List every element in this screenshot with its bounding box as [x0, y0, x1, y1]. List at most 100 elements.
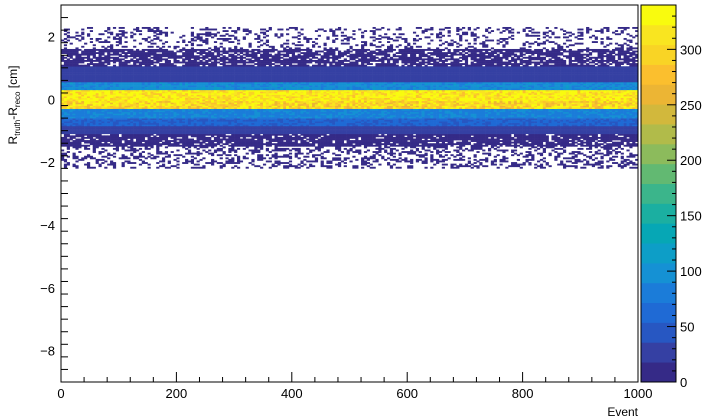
heatmap-cell: [349, 141, 353, 144]
heatmap-cell: [522, 138, 526, 141]
heatmap-cell: [280, 130, 284, 133]
heatmap-cell: [577, 132, 581, 135]
heatmap-cell: [496, 154, 500, 157]
heatmap-cell: [257, 158, 261, 161]
heatmap-cell: [251, 158, 255, 161]
heatmap-cell: [392, 143, 396, 146]
heatmap-cell: [412, 146, 417, 149]
heatmap-cell: [265, 138, 270, 141]
heatmap-cell: [329, 165, 333, 168]
heatmap-cell: [288, 132, 293, 135]
heatmap-cell: [519, 135, 523, 138]
heatmap-cell: [86, 127, 91, 130]
heatmap-cell: [159, 130, 163, 133]
heatmap-cell: [268, 130, 272, 133]
heatmap-cell: [61, 155, 65, 158]
heatmap-cell: [617, 141, 621, 144]
heatmap-cell: [542, 160, 546, 163]
heatmap-cell: [534, 140, 538, 142]
heatmap-cell: [335, 158, 339, 161]
heatmap-cell: [603, 138, 607, 141]
heatmap-cell: [568, 132, 572, 135]
heatmap-cell: [248, 125, 252, 128]
heatmap-cell: [337, 136, 342, 139]
heatmap-cell: [72, 155, 76, 158]
heatmap-cell: [499, 130, 503, 133]
heatmap-cell: [459, 152, 463, 155]
heatmap-cell: [133, 133, 137, 136]
heatmap-cell: [441, 136, 445, 139]
heatmap-cell: [265, 154, 270, 157]
heatmap-cell: [98, 144, 102, 147]
heatmap-cell: [430, 144, 434, 147]
heatmap-cell: [519, 141, 523, 144]
heatmap-cell: [467, 141, 471, 144]
heatmap-cell: [291, 138, 295, 141]
heatmap-cell: [459, 127, 463, 130]
heatmap-cell: [312, 138, 316, 141]
heatmap-cell: [216, 140, 220, 142]
heatmap-cell: [623, 136, 627, 139]
heatmap-cell: [542, 140, 546, 142]
heatmap-cell: [320, 136, 324, 139]
heatmap-cell: [534, 163, 538, 166]
heatmap-cell: [568, 143, 572, 146]
heatmap-cell: [418, 141, 422, 144]
heatmap-cell: [176, 166, 180, 169]
heatmap-cell: [597, 143, 601, 146]
heatmap-cell: [306, 166, 310, 169]
heatmap-cell: [436, 162, 440, 164]
heatmap-cell: [271, 133, 275, 136]
heatmap-cell: [363, 163, 368, 166]
heatmap-cell: [309, 138, 313, 141]
heatmap-cell: [513, 163, 518, 166]
heatmap-cell: [251, 152, 255, 155]
heatmap-cell: [320, 133, 324, 136]
heatmap-cell: [124, 149, 128, 152]
heatmap-cell: [72, 152, 76, 155]
heatmap-cell: [358, 132, 362, 135]
heatmap-cell: [456, 165, 460, 168]
heatmap-cell: [323, 133, 327, 136]
heatmap-cell: [242, 138, 246, 141]
heatmap-cell: [433, 146, 437, 149]
heatmap-cell: [173, 138, 177, 141]
heatmap-cell: [534, 149, 538, 152]
heatmap-cell: [372, 135, 376, 138]
heatmap-cell: [211, 132, 215, 135]
heatmap-cell: [562, 163, 567, 166]
heatmap-cell: [326, 132, 330, 135]
heatmap-cell: [603, 147, 607, 150]
heatmap-cell: [424, 154, 428, 157]
heatmap-cell: [614, 144, 619, 147]
heatmap-cell: [234, 125, 238, 128]
heatmap-cell: [537, 152, 541, 155]
heatmap-cell: [496, 138, 500, 141]
heatmap-cell: [499, 133, 503, 136]
heatmap-cell: [205, 143, 209, 146]
heatmap-cell: [586, 162, 590, 164]
heatmap-cell: [545, 163, 549, 166]
heatmap-cell: [528, 140, 532, 142]
heatmap-cell: [271, 149, 275, 152]
heatmap-cell: [107, 152, 111, 155]
heatmap-cell: [173, 132, 177, 135]
heatmap-cell: [216, 162, 220, 164]
heatmap-cell: [138, 144, 143, 147]
heatmap-cell: [479, 127, 483, 130]
heatmap-cell: [525, 141, 529, 144]
heatmap-cell: [138, 152, 143, 155]
heatmap-cell: [392, 138, 396, 141]
heatmap-cell: [190, 135, 194, 138]
heatmap-cell: [61, 154, 65, 157]
heatmap-cell: [407, 166, 411, 169]
heatmap-cell: [612, 133, 616, 136]
heatmap-cell: [245, 152, 249, 155]
heatmap-cell: [433, 129, 437, 131]
heatmap-cell: [433, 136, 437, 139]
heatmap-cell: [560, 132, 564, 135]
heatmap-cell: [309, 143, 313, 146]
heatmap-cell: [288, 138, 293, 141]
heatmap-cell: [274, 127, 278, 130]
